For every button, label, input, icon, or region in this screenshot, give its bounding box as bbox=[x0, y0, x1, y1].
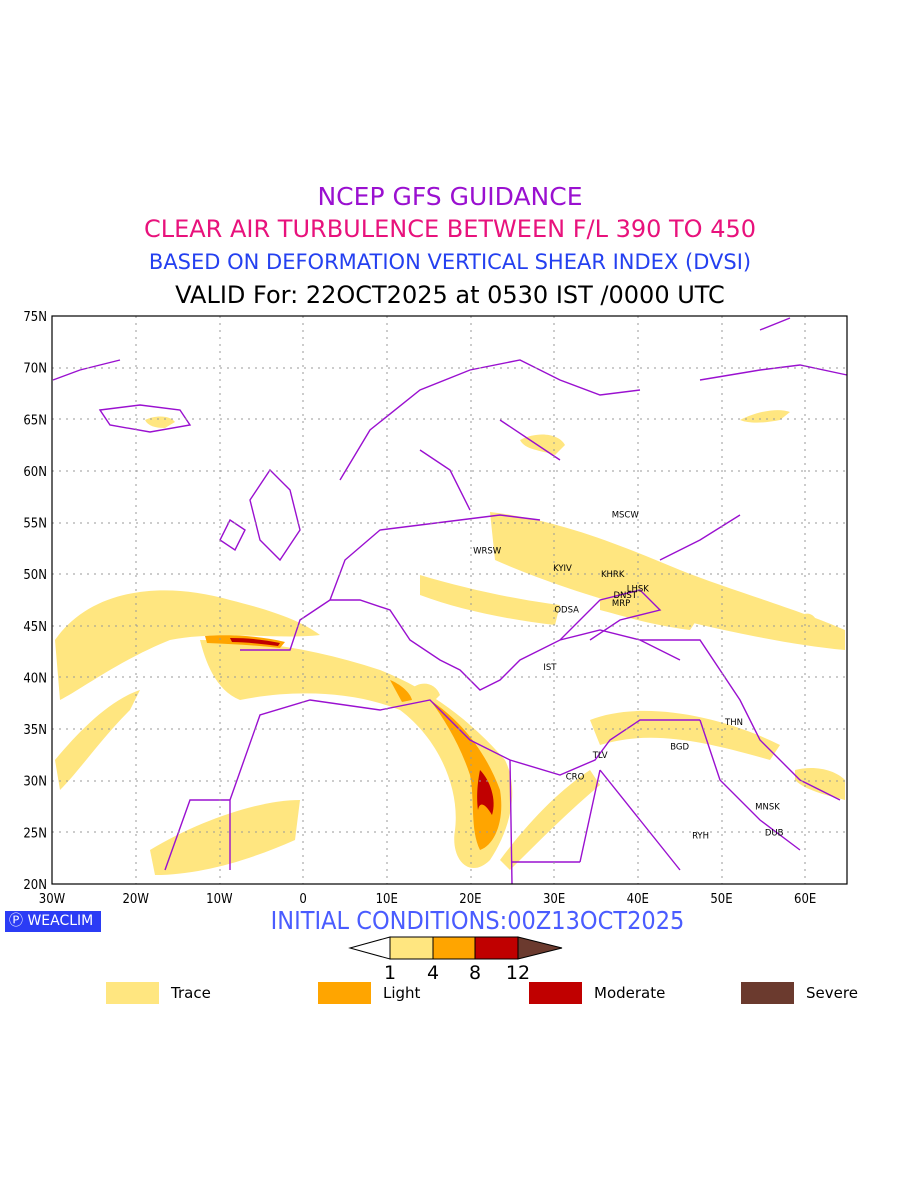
colorbar-segment-trace bbox=[389, 936, 434, 960]
city-label: TLV bbox=[592, 751, 608, 761]
lat-tick-label: 25N bbox=[23, 826, 47, 841]
legend-severe: Severe bbox=[741, 982, 858, 1004]
city-label: LHSK bbox=[627, 585, 650, 595]
colorbar-tick: 8 bbox=[469, 962, 481, 984]
coastlines-and-borders bbox=[52, 317, 848, 885]
colorbar: 1 4 8 12 bbox=[348, 936, 563, 984]
colorbar-tick: 1 bbox=[384, 962, 396, 984]
lat-tick-label: 75N bbox=[23, 310, 47, 325]
title-line-1: NCEP GFS GUIDANCE bbox=[317, 182, 583, 211]
legend-swatch bbox=[529, 982, 582, 1004]
legend-trace: Trace bbox=[106, 982, 211, 1004]
initial-conditions: INITIAL CONDITIONS:00Z13OCT2025 bbox=[270, 906, 685, 935]
city-label: KYIV bbox=[553, 564, 572, 574]
city-label: IST bbox=[543, 663, 557, 673]
colorbar-tick: 4 bbox=[427, 962, 439, 984]
lon-tick-label: 50E bbox=[710, 892, 732, 907]
weaclim-logo: Ⓟ WEACLIM bbox=[5, 911, 101, 932]
lat-tick-label: 65N bbox=[23, 413, 47, 428]
city-label: DNST bbox=[613, 591, 637, 601]
lon-tick-label: 20W bbox=[122, 892, 149, 907]
turbulence-moderate-areas bbox=[230, 638, 494, 815]
logo-text: WEACLIM bbox=[27, 913, 94, 929]
lon-tick-label: 30W bbox=[39, 892, 66, 907]
legend-label: Moderate bbox=[594, 984, 666, 1002]
lat-tick-label: 50N bbox=[23, 568, 47, 583]
colorbar-lower-arrow bbox=[348, 936, 391, 960]
lat-tick-label: 60N bbox=[23, 465, 47, 480]
longitude-axis: 30W 20W 10W 0 10E 20E 30E 40E 50E 60E bbox=[39, 892, 817, 907]
lon-tick-label: 40E bbox=[627, 892, 649, 907]
lat-tick-label: 70N bbox=[23, 362, 47, 377]
legend-swatch bbox=[106, 982, 159, 1004]
lon-tick-label: 60E bbox=[794, 892, 816, 907]
city-label: WRSW bbox=[473, 546, 502, 556]
colorbar-tick: 12 bbox=[506, 962, 530, 984]
lat-tick-label: 35N bbox=[23, 723, 47, 738]
latitude-axis: 75N 70N 65N 60N 55N 50N 45N 40N 35N 30N 25N 20N bbox=[23, 310, 47, 893]
lat-tick-label: 55N bbox=[23, 517, 47, 532]
lon-tick-label: 10W bbox=[206, 892, 233, 907]
legend-light: Light bbox=[318, 982, 420, 1004]
city-label: ODSA bbox=[554, 605, 579, 615]
map-frame bbox=[51, 315, 848, 885]
city-label: BGD bbox=[670, 743, 689, 753]
legend-label: Severe bbox=[806, 984, 858, 1002]
city-label: MRP bbox=[612, 599, 630, 609]
legend-moderate: Moderate bbox=[529, 982, 665, 1004]
city-label: DUB bbox=[765, 828, 784, 838]
city-label: RYH bbox=[692, 831, 709, 841]
legend-swatch bbox=[318, 982, 371, 1004]
colorbar-segment-light bbox=[432, 936, 476, 960]
turbulence-trace-areas bbox=[55, 410, 845, 875]
colorbar-segment-moderate bbox=[474, 936, 519, 960]
lat-tick-label: 45N bbox=[23, 620, 47, 635]
city-label: CRO bbox=[566, 773, 585, 783]
city-label: MSCW bbox=[612, 510, 640, 520]
legend-label: Trace bbox=[171, 984, 211, 1002]
legend-swatch bbox=[741, 982, 794, 1004]
valid-time: VALID For: 22OCT2025 at 0530 IST /0000 U… bbox=[175, 281, 725, 309]
lat-tick-label: 20N bbox=[23, 878, 47, 893]
city-label: THN bbox=[724, 718, 743, 728]
map-panel: 75N 70N 65N 60N 55N 50N 45N 40N 35N 30N 25N 20N 30W… bbox=[23, 310, 848, 907]
title-line-2: CLEAR AIR TURBULENCE BETWEEN F/L 390 TO … bbox=[143, 215, 757, 243]
colorbar-upper-arrow-severe bbox=[517, 936, 563, 960]
lat-tick-label: 40N bbox=[23, 671, 47, 686]
lon-tick-label: 0 bbox=[299, 892, 306, 907]
legend-label: Light bbox=[383, 984, 421, 1002]
city-label: MNSK bbox=[755, 803, 780, 813]
lon-tick-label: 20E bbox=[459, 892, 481, 907]
city-label: KHRK bbox=[601, 570, 625, 580]
lon-tick-label: 10E bbox=[376, 892, 398, 907]
lat-tick-label: 30N bbox=[23, 775, 47, 790]
title-line-3: BASED ON DEFORMATION VERTICAL SHEAR INDE… bbox=[148, 250, 752, 274]
lon-tick-label: 30E bbox=[543, 892, 565, 907]
